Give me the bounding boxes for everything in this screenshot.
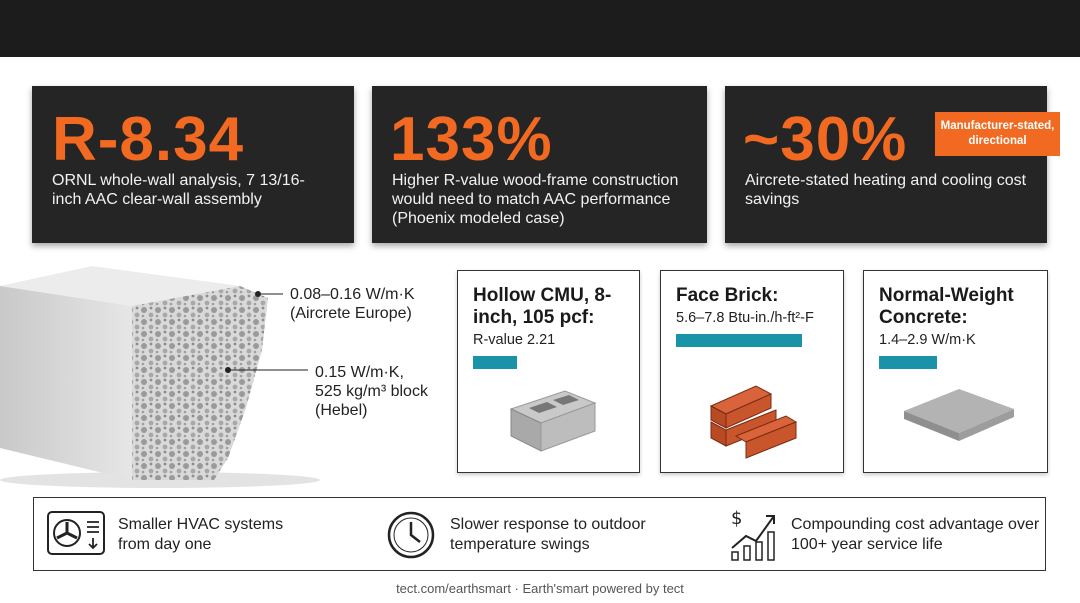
- badge: Manufacturer-stated, directional: [935, 112, 1060, 156]
- aac-block: [0, 266, 320, 488]
- cmu-icon: [509, 390, 597, 452]
- material-card: Face Brick: 5.6–7.8 Btu-in./h-ft²-F: [660, 270, 844, 473]
- material-title: Normal-Weight Concrete:: [879, 285, 1014, 328]
- benefits-banner: [33, 497, 1046, 571]
- stat-description: ORNL whole-wall analysis, 7 13/16-inch A…: [52, 172, 305, 208]
- callout-line: 525 kg/m³ block: [315, 383, 428, 400]
- accent-bar: [473, 356, 517, 369]
- stat-card: ~30% Aircrete-stated heating and cooling…: [725, 86, 1047, 243]
- stat-description: Aircrete-stated heating and cooling cost…: [745, 172, 1027, 208]
- callout: 0.15 W/m·K, 525 kg/m³ block (Hebel): [315, 363, 428, 420]
- material-value: 5.6–7.8 Btu-in./h-ft²-F: [676, 310, 814, 326]
- material-value: R-value 2.21: [473, 332, 556, 348]
- callout-line: (Aircrete Europe): [290, 305, 412, 322]
- material-card: Normal-Weight Concrete: 1.4–2.9 W/m·K: [863, 270, 1048, 473]
- stat-description: Higher R-value wood-frame construction w…: [392, 172, 679, 227]
- material-card: Hollow CMU, 8-inch, 105 pcf: R-value 2.2…: [457, 270, 640, 473]
- hvac-icon: [47, 511, 105, 555]
- growth-icon: $: [731, 508, 775, 561]
- callout-line: (Hebel): [315, 402, 368, 419]
- accent-bar: [879, 356, 937, 369]
- material-title: Face Brick:: [676, 285, 779, 306]
- stat-card: R-8.34 ORNL whole-wall analysis, 7 13/16…: [32, 86, 354, 243]
- material-value: 1.4–2.9 W/m·K: [879, 332, 976, 348]
- stat-value: R-8.34: [52, 105, 245, 174]
- benefit-text: Slower response to outdoor temperature s…: [450, 516, 646, 553]
- callout: 0.08–0.16 W/m·K (Aircrete Europe): [290, 285, 415, 323]
- clock-icon: [387, 511, 435, 559]
- footer: tect.com/earthsmart · Earth'smart powere…: [396, 581, 684, 596]
- stat-card: 133% Higher R-value wood-frame construct…: [372, 86, 707, 243]
- top-bar: [0, 0, 1080, 57]
- material-title: Hollow CMU, 8-inch, 105 pcf:: [473, 285, 612, 328]
- stat-value: ~30%: [743, 105, 908, 174]
- callout-line: 0.08–0.16 W/m·K: [290, 286, 415, 303]
- svg-text:$: $: [731, 508, 742, 529]
- brick-icon: [709, 385, 798, 459]
- accent-bar: [676, 334, 802, 347]
- benefit-text: Compounding cost advantage over 100+ yea…: [791, 516, 1040, 553]
- concrete-icon: [904, 389, 1014, 441]
- callout-line: 0.15 W/m·K,: [315, 364, 404, 381]
- stat-value: 133%: [390, 105, 553, 174]
- benefit-text: Smaller HVAC systems from day one: [118, 516, 284, 553]
